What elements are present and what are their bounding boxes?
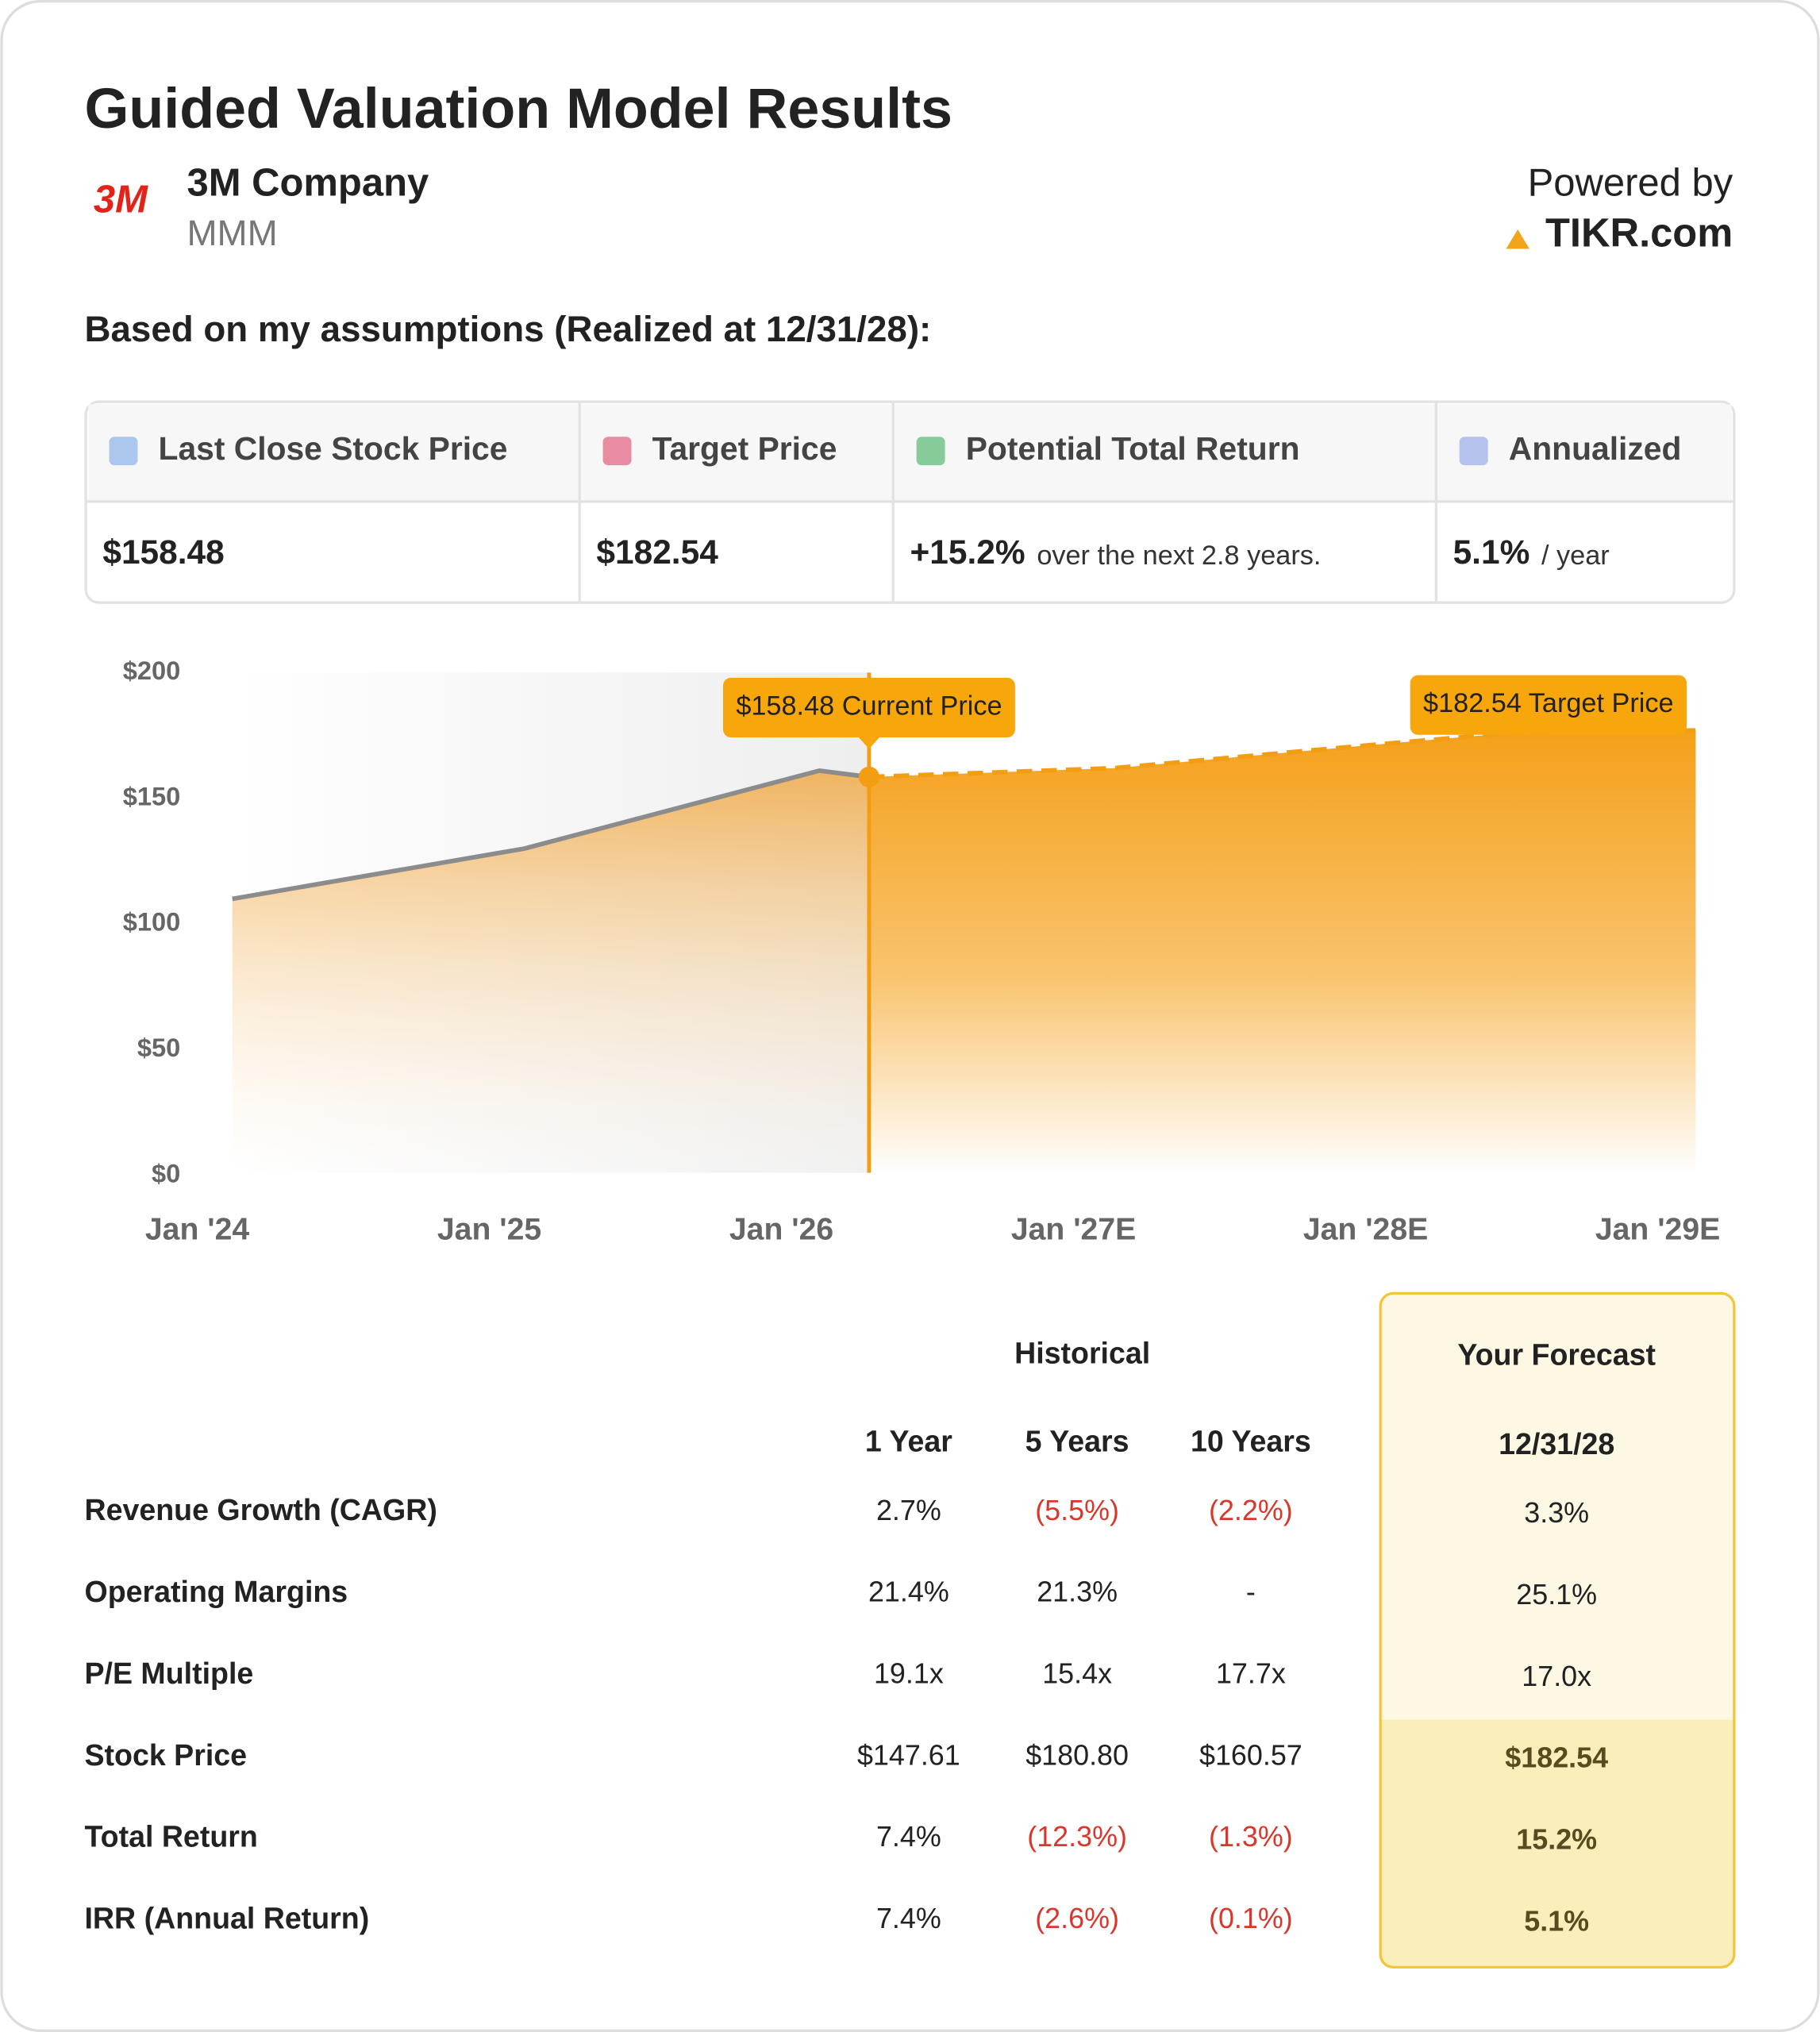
cell: (0.1%) — [1209, 1902, 1293, 1934]
line — [232, 768, 870, 902]
icon — [1459, 437, 1488, 466]
annotation-box — [1410, 675, 1687, 735]
column-header: 1 Year — [865, 1425, 952, 1458]
y-tick-label: $150 — [123, 781, 181, 810]
cell: 17.7x — [1216, 1657, 1286, 1690]
cell: 7.4% — [876, 1902, 941, 1934]
forecast-cell: 3.3% — [1524, 1496, 1589, 1529]
summary-header: Potential Total Return — [966, 430, 1300, 467]
x-tick-label: Jan '25 — [437, 1212, 541, 1246]
line — [868, 728, 1696, 779]
cell: 15.4x — [1042, 1657, 1112, 1690]
brand: TIKR.com — [1545, 210, 1733, 256]
summary-note: over the next 2.8 years. — [1037, 541, 1321, 571]
group-header: Historical — [1014, 1337, 1150, 1370]
area — [868, 730, 1696, 1176]
company: 3M Company — [187, 161, 429, 204]
row-label: Operating Margins — [85, 1575, 348, 1608]
column-header: 5 Years — [1025, 1425, 1129, 1458]
x-tick-label: Jan '26 — [729, 1212, 833, 1246]
y-tick-label: $50 — [137, 1033, 180, 1062]
annotation: $182.54 Target Price — [1423, 688, 1674, 718]
cell: $180.80 — [1025, 1738, 1129, 1771]
cell: (1.3%) — [1209, 1820, 1293, 1853]
logo: 3M — [94, 179, 148, 221]
cell: 21.3% — [1037, 1576, 1118, 1608]
cell: (2.2%) — [1209, 1494, 1293, 1526]
cell: $147.61 — [857, 1738, 960, 1771]
subtitle: Based on my assumptions (Realized at 12/… — [85, 309, 932, 349]
summary-header-bg — [88, 404, 1732, 502]
forecast-cell: 15.2% — [1516, 1822, 1597, 1855]
icon — [602, 437, 632, 466]
summary-table: Last Close Stock Price $158.48 Target Pric… — [84, 400, 1736, 604]
forecast-date: 12/31/28 — [1499, 1427, 1614, 1460]
forecast-highlight — [1381, 1719, 1733, 1966]
icon — [109, 437, 138, 466]
x-tick-label: Jan '27E — [1011, 1212, 1136, 1246]
column-header: 10 Years — [1191, 1425, 1311, 1458]
row-label: Stock Price — [85, 1738, 248, 1772]
forecast-cell: 5.1% — [1524, 1904, 1589, 1937]
forecast-cell: 17.0x — [1522, 1660, 1591, 1692]
chart: $0 $50 $100 $150 $200 Jan '24 Jan '25 Jan '26 Ja… — [123, 656, 1721, 1246]
summary-note: / year — [1541, 541, 1610, 571]
annotation-box — [722, 677, 1015, 737]
cell: 19.1x — [874, 1657, 944, 1690]
summary-header: Last Close Stock Price — [159, 430, 508, 467]
row-label: P/E Multiple — [85, 1657, 254, 1690]
forecast-cell: 25.1% — [1516, 1578, 1597, 1611]
x-tick-label: Jan '29E — [1595, 1212, 1720, 1246]
summary-value: $158.48 — [102, 533, 224, 571]
cell: - — [1246, 1576, 1256, 1608]
cell: $160.57 — [1199, 1738, 1302, 1771]
powered-by: Powered by — [1528, 161, 1733, 204]
cell: 21.4% — [868, 1576, 949, 1608]
summary-header: Annualized — [1509, 430, 1682, 467]
current-marker — [858, 766, 880, 787]
brand-icon — [1506, 229, 1529, 249]
row-label: IRR (Annual Return) — [85, 1902, 370, 1935]
cell: (2.6%) — [1035, 1902, 1119, 1934]
annotation-pointer — [858, 737, 880, 749]
row-label: Revenue Growth (CAGR) — [85, 1493, 437, 1526]
summary-value: $182.54 — [596, 533, 718, 571]
ticker: MMM — [187, 213, 277, 253]
title: Guided Valuation Model Results — [85, 77, 953, 140]
y-tick-label: $200 — [123, 656, 181, 685]
summary-value: +15.2% — [910, 533, 1025, 571]
metrics-table: Historical Your Forecast 12/31/28 1 Year 5 Y… — [85, 1291, 1736, 1968]
cell: (5.5%) — [1035, 1494, 1119, 1526]
cell: (12.3%) — [1027, 1820, 1127, 1853]
forecast-header: Your Forecast — [1457, 1337, 1656, 1371]
y-tick-label: $100 — [123, 907, 181, 937]
x-tick-label: Jan '28E — [1303, 1212, 1428, 1246]
summary-value: 5.1% — [1453, 533, 1530, 571]
row-label: Total Return — [85, 1820, 258, 1853]
y-tick-label: $0 — [152, 1158, 180, 1187]
x-tick-label: Jan '24 — [145, 1212, 249, 1246]
cell: 2.7% — [876, 1494, 941, 1526]
cell: 7.4% — [876, 1820, 941, 1853]
forecast-cell: $182.54 — [1505, 1741, 1608, 1774]
annotation: $158.48 Current Price — [736, 691, 1002, 721]
forecast-frame — [1379, 1291, 1736, 1968]
summary-header: Target Price — [652, 430, 837, 467]
icon — [916, 437, 945, 466]
